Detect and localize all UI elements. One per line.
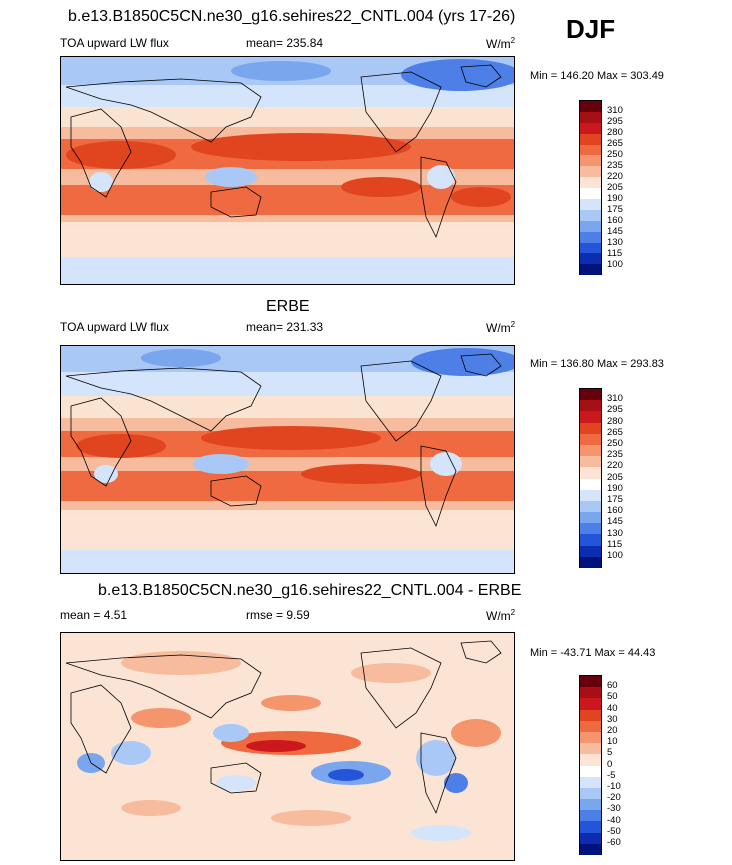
panel-obs-title: ERBE [266, 298, 310, 315]
colorbar-label: 235 [607, 449, 623, 460]
panel-model-variable: TOA upward LW flux [60, 36, 169, 50]
colorbar-label: 115 [607, 539, 623, 550]
colorbar-label: 295 [607, 116, 623, 127]
colorbar-label: 280 [607, 127, 623, 138]
colorbar-label: 220 [607, 171, 623, 182]
colorbar-label: -5 [607, 770, 616, 781]
colorbar-label: 295 [607, 404, 623, 415]
colorbar-label: -60 [607, 837, 621, 848]
panel-obs-minmax: Min = 136.80 Max = 293.83 [530, 358, 664, 370]
colorbar-label: 100 [607, 259, 623, 270]
colorbar-label: 250 [607, 149, 623, 160]
colorbar-obs-swatches [579, 388, 602, 568]
colorbar-label: -40 [607, 815, 621, 826]
panel-diff-title: b.e13.B1850C5CN.ne30_g16.sehires22_CNTL.… [98, 582, 522, 599]
colorbar-label: 5 [607, 747, 613, 758]
panel-model-title: b.e13.B1850C5CN.ne30_g16.sehires22_CNTL.… [68, 8, 516, 25]
obs-field [61, 346, 514, 573]
colorbar-label: 30 [607, 714, 618, 725]
panel-model-units: W/m2 [486, 36, 516, 51]
colorbar-label: 20 [607, 725, 618, 736]
panel-diff-rmse: rmse = 9.59 [246, 608, 310, 622]
colorbar-label: 40 [607, 703, 618, 714]
colorbar-label: 175 [607, 494, 623, 505]
season-label: DJF [566, 14, 616, 44]
colorbar-label: 235 [607, 160, 623, 171]
colorbar-label: 175 [607, 204, 623, 215]
colorbar-model-swatches [579, 100, 602, 276]
colorbar-label: -30 [607, 803, 621, 814]
colorbar-label: 145 [607, 226, 623, 237]
panel-diff-mean: mean = 4.51 [60, 608, 128, 622]
colorbar-label: 50 [607, 691, 618, 702]
colorbar-label: 0 [607, 759, 613, 770]
colorbar-label: 10 [607, 736, 618, 747]
colorbar-label: -20 [607, 792, 621, 803]
colorbar-label: 130 [607, 237, 623, 248]
colorbar-label: 310 [607, 105, 623, 116]
panel-obs-variable: TOA upward LW flux [60, 320, 169, 334]
panel-model-map [60, 56, 515, 285]
colorbar-label: 310 [607, 393, 623, 404]
panel-obs-units: W/m2 [486, 320, 516, 335]
colorbar-label: 100 [607, 550, 623, 561]
colorbar-label: 250 [607, 438, 623, 449]
panel-diff-minmax: Min = -43.71 Max = 44.43 [530, 647, 656, 659]
colorbar-label: 220 [607, 460, 623, 471]
colorbar-label: 265 [607, 138, 623, 149]
colorbar-label: 145 [607, 516, 623, 527]
panel-diff-units: W/m2 [486, 608, 516, 623]
panel-obs-map [60, 345, 515, 574]
colorbar-label: 160 [607, 215, 623, 226]
colorbar-label: 160 [607, 505, 623, 516]
colorbar-label: 60 [607, 680, 618, 691]
colorbar-diff-swatches [579, 675, 602, 855]
colorbar-label: 280 [607, 416, 623, 427]
colorbar-label: 205 [607, 472, 623, 483]
panel-model-mean: mean= 235.84 [246, 36, 324, 50]
colorbar-label: 190 [607, 193, 623, 204]
colorbar-label: 130 [607, 528, 623, 539]
panel-model-minmax: Min = 146.20 Max = 303.49 [530, 70, 664, 82]
panel-diff-map [60, 632, 515, 861]
diff-field [61, 633, 514, 860]
colorbar-label: 265 [607, 427, 623, 438]
colorbar-label: -10 [607, 781, 621, 792]
panel-obs-mean: mean= 231.33 [246, 320, 324, 334]
colorbar-label: 190 [607, 483, 623, 494]
colorbar-label: 205 [607, 182, 623, 193]
model-field [61, 57, 514, 284]
colorbar-label: 115 [607, 248, 623, 259]
colorbar-label: -50 [607, 826, 621, 837]
